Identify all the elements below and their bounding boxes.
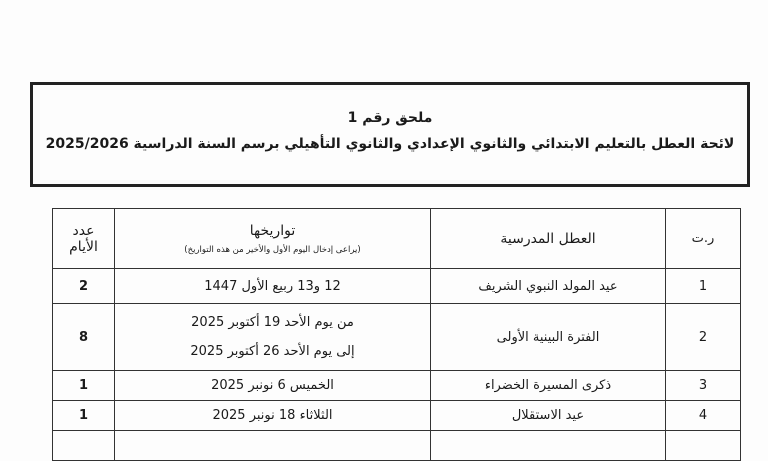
row-number: 2: [665, 303, 741, 371]
row-number: 1: [665, 268, 741, 304]
header-dates-label: تواريخها: [249, 222, 296, 239]
row-dates: الثلاثاء 18 نونبر 2025: [114, 400, 431, 431]
header-holiday: العطل المدرسية: [430, 208, 666, 269]
table-row-partial: [52, 430, 741, 461]
row-holiday: ذكرى المسيرة الخضراء: [430, 370, 666, 401]
table-row: 2 الفترة البينية الأولى من يوم الأحد 19 …: [52, 303, 741, 371]
row-days: 8: [52, 303, 115, 371]
row-number: 3: [665, 370, 741, 401]
row-dates-to: إلى يوم الأحد 26 أكتوبر 2025: [190, 344, 355, 359]
table-row: 4 عيد الاستقلال الثلاثاء 18 نونبر 2025 1: [52, 400, 741, 431]
row-dates: 12 و13 ربيع الأول 1447: [114, 268, 431, 304]
holidays-table: ر.ت العطل المدرسية تواريخها (يراعى إدخال…: [52, 208, 741, 461]
row-dates: الخميس 6 نونبر 2025: [114, 370, 431, 401]
row-holiday: عيد الاستقلال: [430, 400, 666, 431]
header-days-line1: عدد: [72, 222, 95, 239]
row-days: 1: [52, 370, 115, 401]
table-header-row: ر.ت العطل المدرسية تواريخها (يراعى إدخال…: [52, 208, 741, 269]
annex-label: ملحق رقم 1: [347, 110, 433, 126]
row-days: 2: [52, 268, 115, 304]
row-dates-from: من يوم الأحد 19 أكتوبر 2025: [191, 315, 354, 330]
document-title: لائحة العطل بالتعليم الابتدائي والثانوي …: [45, 136, 735, 152]
row-holiday: عيد المولد النبوي الشريف: [430, 268, 666, 304]
table-row: 3 ذكرى المسيرة الخضراء الخميس 6 نونبر 20…: [52, 370, 741, 401]
header-dates: تواريخها (يراعى إدخال اليوم الأول والأخي…: [114, 208, 431, 269]
header-dates-note: (يراعى إدخال اليوم الأول والأخير من هذه …: [184, 244, 361, 255]
row-holiday: الفترة البينية الأولى: [430, 303, 666, 371]
title-box: ملحق رقم 1 لائحة العطل بالتعليم الابتدائ…: [30, 82, 750, 187]
row-number: 4: [665, 400, 741, 431]
header-number: ر.ت: [665, 208, 741, 269]
table-row: 1 عيد المولد النبوي الشريف 12 و13 ربيع ا…: [52, 268, 741, 304]
header-days-line2: الأيام: [69, 238, 98, 255]
row-dates: من يوم الأحد 19 أكتوبر 2025 إلى يوم الأح…: [114, 303, 431, 371]
row-days: 1: [52, 400, 115, 431]
header-days: عدد الأيام: [52, 208, 115, 269]
